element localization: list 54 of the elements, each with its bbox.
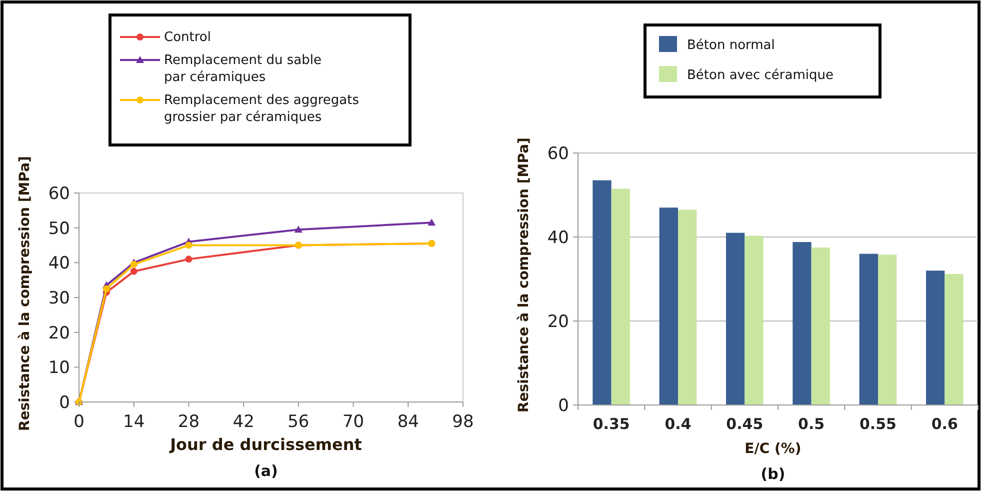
y-tick-label: 0 [59, 393, 70, 413]
legend-label: Béton avec céramique [687, 68, 834, 83]
x-tick-label: 98 [452, 412, 474, 432]
bar [744, 236, 764, 405]
y-tick-label: 10 [48, 358, 70, 378]
y-tick-label: 40 [547, 228, 569, 248]
y-tick-label: 30 [48, 288, 70, 308]
bar [811, 248, 830, 405]
bar [859, 254, 878, 405]
text: (a) [254, 462, 278, 480]
bar [726, 232, 745, 405]
point [185, 242, 192, 249]
point [294, 226, 302, 233]
y-tick-label: 0 [558, 396, 569, 416]
point [102, 285, 110, 292]
x-tick-label: 0.45 [726, 415, 764, 433]
y-tick-label: 20 [547, 312, 569, 332]
bar [611, 188, 630, 405]
x-tick-label: 0 [74, 412, 84, 432]
y-axis-title: Resistance à la compression [MPa] [17, 156, 33, 431]
x-tick-label: 0.55 [859, 415, 897, 433]
point [130, 268, 138, 275]
y-tick-label: 40 [48, 254, 70, 274]
legend-label: Béton normal [687, 38, 775, 53]
bar [659, 208, 678, 405]
bar [944, 274, 964, 405]
y-tick-label: 60 [48, 184, 70, 204]
bar [792, 242, 812, 405]
y-axis-title: Resistance à la compression [MPa] [516, 138, 532, 412]
x-axis-title: E/C (%) [744, 441, 802, 457]
x-tick-label: 28 [178, 412, 200, 432]
point [428, 218, 436, 226]
legend-label: Control [164, 30, 211, 45]
x-tick-label: 56 [288, 412, 310, 432]
bar [878, 254, 897, 405]
bar [592, 180, 612, 405]
x-tick-label: 14 [123, 412, 145, 432]
legend-label: Remplacement du sable par céramiques [164, 53, 322, 85]
x-axis-title: Jour de durcissement [169, 435, 362, 454]
y-tick-label: 60 [547, 144, 569, 164]
x-tick-label: 84 [397, 412, 419, 432]
y-tick-label: 50 [48, 218, 70, 239]
legend-label: Remplacement des aggregats grossier par céramiques [164, 93, 360, 125]
bar [678, 210, 697, 405]
bar [926, 270, 945, 405]
x-tick-label: 0.6 [931, 415, 958, 433]
y-tick-label: 20 [48, 323, 70, 344]
x-tick-label: 70 [342, 412, 364, 432]
x-tick-label: 0.5 [798, 415, 825, 433]
point [185, 256, 192, 263]
text: (b) [760, 465, 786, 483]
x-tick-label: 0.35 [592, 415, 630, 433]
x-tick-label: 42 [232, 412, 254, 432]
x-tick-label: 0.4 [664, 415, 692, 433]
